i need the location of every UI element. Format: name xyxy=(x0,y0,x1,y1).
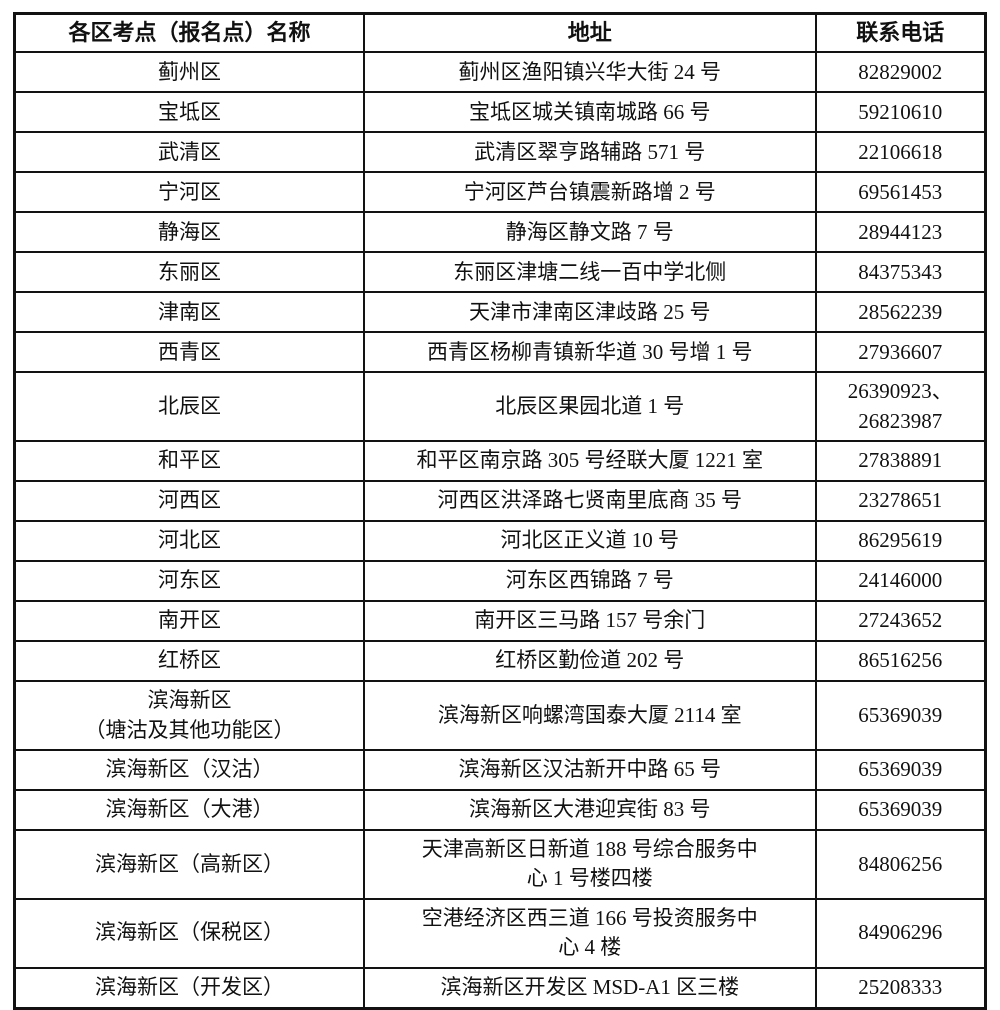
phone-cell: 84906296 xyxy=(814,897,987,969)
site-name-cell: 河西区 xyxy=(13,480,366,523)
address-cell: 南开区三马路 157 号余门 xyxy=(363,600,817,643)
phone-cell: 27838891 xyxy=(814,440,987,483)
table-body: 蓟州区 蓟州区渔阳镇兴华大街 24 号 82829002 宝坻区 宝坻区城关镇南城路 6… xyxy=(13,51,987,1010)
address-cell: 滨海新区响螺湾国泰大厦 2114 室 xyxy=(363,680,817,751)
address-cell: 红桥区勤俭道 202 号 xyxy=(363,640,817,683)
site-name-cell: 滨海新区（大港） xyxy=(13,788,366,831)
table-row: 河北区 河北区正义道 10 号 86295619 xyxy=(13,520,987,563)
site-name-cell: 宁河区 xyxy=(13,171,366,214)
site-name-cell: 滨海新区（开发区） xyxy=(13,966,366,1010)
phone-cell: 22106618 xyxy=(814,131,987,174)
site-name-cell: 武清区 xyxy=(13,131,366,174)
address-cell: 西青区杨柳青镇新华道 30 号增 1 号 xyxy=(363,331,817,374)
address-cell: 蓟州区渔阳镇兴华大街 24 号 xyxy=(363,51,817,94)
table-row: 东丽区 东丽区津塘二线一百中学北侧 84375343 xyxy=(13,251,987,294)
site-name-cell: 津南区 xyxy=(13,291,366,334)
phone-cell: 24146000 xyxy=(814,560,987,603)
table-row: 蓟州区 蓟州区渔阳镇兴华大街 24 号 82829002 xyxy=(13,51,987,94)
header-row: 各区考点（报名点）名称 地址 联系电话 xyxy=(13,12,987,54)
site-name-cell: 和平区 xyxy=(13,440,366,483)
phone-cell: 23278651 xyxy=(814,480,987,523)
address-cell: 河北区正义道 10 号 xyxy=(363,520,817,563)
address-cell: 滨海新区开发区 MSD-A1 区三楼 xyxy=(363,966,817,1010)
table-row: 滨海新区 （塘沽及其他功能区） 滨海新区响螺湾国泰大厦 2114 室 6536903… xyxy=(13,680,987,751)
site-name-cell: 东丽区 xyxy=(13,251,366,294)
address-cell: 静海区静文路 7 号 xyxy=(363,211,817,254)
site-name-cell: 南开区 xyxy=(13,600,366,643)
address-cell: 滨海新区汉沽新开中路 65 号 xyxy=(363,748,817,791)
table-row: 滨海新区（开发区） 滨海新区开发区 MSD-A1 区三楼 25208333 xyxy=(13,966,987,1010)
exam-site-contact-table: 各区考点（报名点）名称 地址 联系电话 蓟州区 蓟州区渔阳镇兴华大街 24 号 82… xyxy=(13,12,987,1010)
phone-cell: 65369039 xyxy=(814,748,987,791)
table-row: 南开区 南开区三马路 157 号余门 27243652 xyxy=(13,600,987,643)
header-site-name: 各区考点（报名点）名称 xyxy=(13,12,366,54)
table-row: 滨海新区（大港） 滨海新区大港迎宾街 83 号 65369039 xyxy=(13,788,987,831)
table-row: 北辰区 北辰区果园北道 1 号 26390923、 26823987 xyxy=(13,371,987,443)
phone-cell: 65369039 xyxy=(814,680,987,751)
phone-cell: 28562239 xyxy=(814,291,987,334)
table-row: 河东区 河东区西锦路 7 号 24146000 xyxy=(13,560,987,603)
site-name-cell: 滨海新区 （塘沽及其他功能区） xyxy=(13,680,366,751)
site-name-cell: 西青区 xyxy=(13,331,366,374)
header-address: 地址 xyxy=(363,12,817,54)
phone-cell: 59210610 xyxy=(814,91,987,134)
phone-cell: 82829002 xyxy=(814,51,987,94)
site-name-cell: 滨海新区（保税区） xyxy=(13,897,366,969)
address-cell: 东丽区津塘二线一百中学北侧 xyxy=(363,251,817,294)
site-name-cell: 滨海新区（汉沽） xyxy=(13,748,366,791)
phone-cell: 25208333 xyxy=(814,966,987,1010)
header-phone: 联系电话 xyxy=(814,12,987,54)
table-row: 宁河区 宁河区芦台镇震新路增 2 号 69561453 xyxy=(13,171,987,214)
table-row: 滨海新区（汉沽） 滨海新区汉沽新开中路 65 号 65369039 xyxy=(13,748,987,791)
table-row: 滨海新区（高新区） 天津高新区日新道 188 号综合服务中 心 1 号楼四楼 848… xyxy=(13,828,987,900)
address-cell: 宁河区芦台镇震新路增 2 号 xyxy=(363,171,817,214)
table-row: 滨海新区（保税区） 空港经济区西三道 166 号投资服务中 心 4 楼 849062… xyxy=(13,897,987,969)
address-cell: 宝坻区城关镇南城路 66 号 xyxy=(363,91,817,134)
phone-cell: 28944123 xyxy=(814,211,987,254)
table-row: 宝坻区 宝坻区城关镇南城路 66 号 59210610 xyxy=(13,91,987,134)
address-cell: 天津市津南区津歧路 25 号 xyxy=(363,291,817,334)
address-cell: 天津高新区日新道 188 号综合服务中 心 1 号楼四楼 xyxy=(363,828,817,900)
address-cell: 河东区西锦路 7 号 xyxy=(363,560,817,603)
address-cell: 和平区南京路 305 号经联大厦 1221 室 xyxy=(363,440,817,483)
table-row: 红桥区 红桥区勤俭道 202 号 86516256 xyxy=(13,640,987,683)
phone-cell: 27243652 xyxy=(814,600,987,643)
address-cell: 空港经济区西三道 166 号投资服务中 心 4 楼 xyxy=(363,897,817,969)
phone-cell: 86295619 xyxy=(814,520,987,563)
address-cell: 滨海新区大港迎宾街 83 号 xyxy=(363,788,817,831)
site-name-cell: 静海区 xyxy=(13,211,366,254)
site-name-cell: 宝坻区 xyxy=(13,91,366,134)
table-header: 各区考点（报名点）名称 地址 联系电话 xyxy=(13,12,987,54)
site-name-cell: 滨海新区（高新区） xyxy=(13,828,366,900)
site-name-cell: 红桥区 xyxy=(13,640,366,683)
phone-cell: 69561453 xyxy=(814,171,987,214)
site-name-cell: 蓟州区 xyxy=(13,51,366,94)
address-cell: 北辰区果园北道 1 号 xyxy=(363,371,817,443)
phone-cell: 84806256 xyxy=(814,828,987,900)
phone-cell: 26390923、 26823987 xyxy=(814,371,987,443)
site-name-cell: 北辰区 xyxy=(13,371,366,443)
table-row: 西青区 西青区杨柳青镇新华道 30 号增 1 号 27936607 xyxy=(13,331,987,374)
table-row: 和平区 和平区南京路 305 号经联大厦 1221 室 27838891 xyxy=(13,440,987,483)
address-cell: 河西区洪泽路七贤南里底商 35 号 xyxy=(363,480,817,523)
site-name-cell: 河北区 xyxy=(13,520,366,563)
table-row: 河西区 河西区洪泽路七贤南里底商 35 号 23278651 xyxy=(13,480,987,523)
address-cell: 武清区翠亨路辅路 571 号 xyxy=(363,131,817,174)
table-row: 静海区 静海区静文路 7 号 28944123 xyxy=(13,211,987,254)
table-row: 武清区 武清区翠亨路辅路 571 号 22106618 xyxy=(13,131,987,174)
phone-cell: 86516256 xyxy=(814,640,987,683)
phone-cell: 65369039 xyxy=(814,788,987,831)
phone-cell: 84375343 xyxy=(814,251,987,294)
phone-cell: 27936607 xyxy=(814,331,987,374)
site-name-cell: 河东区 xyxy=(13,560,366,603)
table-row: 津南区 天津市津南区津歧路 25 号 28562239 xyxy=(13,291,987,334)
